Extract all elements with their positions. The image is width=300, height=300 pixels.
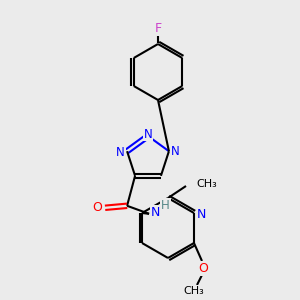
Text: N: N	[144, 128, 152, 140]
Text: CH₃: CH₃	[184, 286, 204, 296]
Text: H: H	[161, 199, 170, 212]
Text: N: N	[171, 145, 180, 158]
Text: O: O	[198, 262, 208, 275]
Text: N: N	[197, 208, 206, 221]
Text: N: N	[151, 206, 160, 219]
Text: O: O	[92, 201, 102, 214]
Text: CH₃: CH₃	[196, 179, 217, 189]
Text: N: N	[116, 146, 125, 159]
Text: F: F	[154, 22, 162, 34]
